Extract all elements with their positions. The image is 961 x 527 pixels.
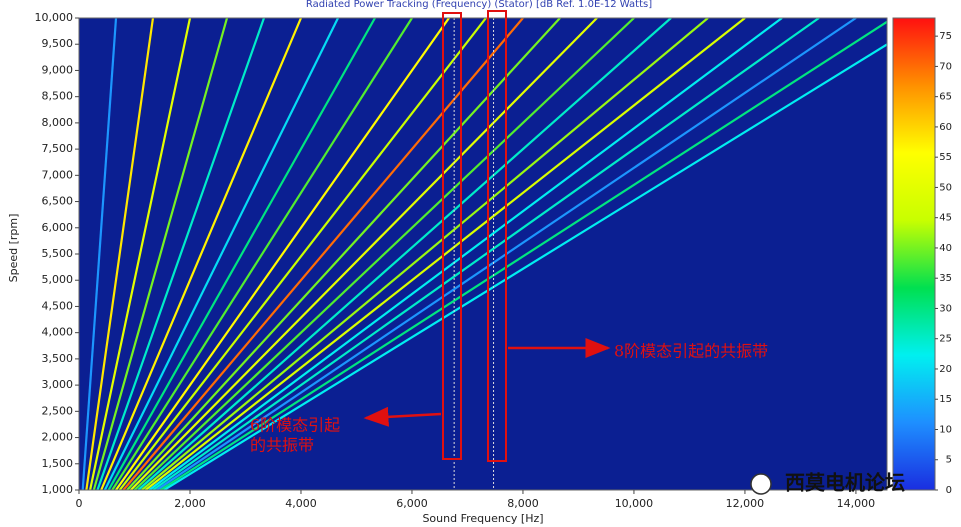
y-tick-label: 5,500 bbox=[42, 247, 74, 260]
colorbar-tick-label: 0 bbox=[946, 485, 952, 496]
x-tick-label: 10,000 bbox=[615, 497, 654, 510]
chart-title: Radiated Power Tracking (Frequency) (Sta… bbox=[306, 0, 652, 10]
y-tick-label: 9,500 bbox=[42, 37, 74, 50]
y-tick-label: 2,000 bbox=[42, 431, 74, 444]
colorbar-tick-label: 35 bbox=[939, 273, 952, 284]
y-tick-label: 3,000 bbox=[42, 378, 74, 391]
order-line bbox=[118, 18, 487, 490]
annotation: 的共振带 bbox=[250, 436, 314, 455]
order-line bbox=[103, 18, 339, 490]
highlight-box bbox=[442, 12, 462, 460]
highlight-box bbox=[487, 10, 507, 462]
x-tick-label: 6,000 bbox=[396, 497, 428, 510]
order-line bbox=[133, 18, 635, 490]
y-tick-label: 2,500 bbox=[42, 404, 74, 417]
colorbar-tick-label: 65 bbox=[939, 92, 952, 103]
annotation: 6阶模态引起 bbox=[250, 416, 340, 435]
order-line bbox=[107, 18, 376, 490]
y-tick-label: 6,500 bbox=[42, 195, 74, 208]
x-tick-label: 0 bbox=[76, 497, 83, 510]
y-tick-label: 4,000 bbox=[42, 326, 74, 339]
order-line bbox=[137, 18, 672, 490]
colorbar-tick-label: 15 bbox=[939, 394, 952, 405]
order-line bbox=[96, 18, 266, 490]
y-tick-label: 8,000 bbox=[42, 116, 74, 129]
colorbar-tick-label: 5 bbox=[946, 455, 952, 466]
y-axis-label: Speed [rpm] bbox=[7, 214, 20, 283]
colorbar-tick-label: 75 bbox=[939, 31, 952, 42]
y-tick-label: 1,000 bbox=[42, 483, 74, 496]
order-line bbox=[122, 18, 524, 490]
x-tick-label: 14,000 bbox=[837, 497, 876, 510]
order-line bbox=[85, 18, 155, 490]
y-tick-label: 9,000 bbox=[42, 63, 74, 76]
colorbar-tick-label: 55 bbox=[939, 152, 952, 163]
x-tick-label: 4,000 bbox=[285, 497, 317, 510]
order-line bbox=[152, 18, 820, 490]
x-tick-label: 8,000 bbox=[507, 497, 539, 510]
watermark: 西莫电机论坛 bbox=[785, 471, 905, 495]
colorbar-tick-label: 70 bbox=[939, 61, 952, 72]
order-line bbox=[159, 20, 887, 490]
order-line bbox=[144, 18, 746, 490]
colorbar-tick-label: 40 bbox=[939, 243, 952, 254]
x-tick-label: 12,000 bbox=[726, 497, 765, 510]
colorbar-tick-label: 10 bbox=[939, 424, 952, 435]
y-tick-label: 3,500 bbox=[42, 352, 74, 365]
colorbar-tick-label: 30 bbox=[939, 303, 952, 314]
y-tick-label: 8,500 bbox=[42, 90, 74, 103]
order-line bbox=[81, 18, 118, 490]
x-tick-label: 2,000 bbox=[174, 497, 206, 510]
colorbar-tick-label: 60 bbox=[939, 122, 952, 133]
y-tick-label: 5,000 bbox=[42, 273, 74, 286]
colorbar-tick-label: 25 bbox=[939, 334, 952, 345]
y-tick-label: 4,500 bbox=[42, 299, 74, 312]
plot-lines bbox=[81, 18, 887, 490]
arrow bbox=[363, 406, 442, 427]
watermark-icon bbox=[750, 473, 772, 495]
order-line bbox=[89, 18, 192, 490]
colorbar-tick-label: 45 bbox=[939, 213, 952, 224]
y-tick-label: 10,000 bbox=[35, 11, 74, 24]
order-line bbox=[92, 18, 229, 490]
order-line bbox=[129, 18, 598, 490]
order-line bbox=[163, 43, 887, 490]
order-line bbox=[111, 18, 413, 490]
y-tick-label: 1,500 bbox=[42, 457, 74, 470]
x-axis-label: Sound Frequency [Hz] bbox=[422, 512, 543, 525]
annotation: 8阶模态引起的共振带 bbox=[614, 342, 768, 361]
plot-background bbox=[79, 18, 887, 490]
colorbar bbox=[892, 17, 936, 491]
order-line bbox=[141, 18, 709, 490]
colorbar-tick-label: 20 bbox=[939, 364, 952, 375]
order-line bbox=[100, 18, 302, 490]
y-tick-label: 7,500 bbox=[42, 142, 74, 155]
colorbar-tick-label: 50 bbox=[939, 182, 952, 193]
y-tick-label: 7,000 bbox=[42, 168, 74, 181]
order-line bbox=[148, 18, 783, 490]
y-tick-label: 6,000 bbox=[42, 221, 74, 234]
order-line bbox=[115, 18, 450, 490]
